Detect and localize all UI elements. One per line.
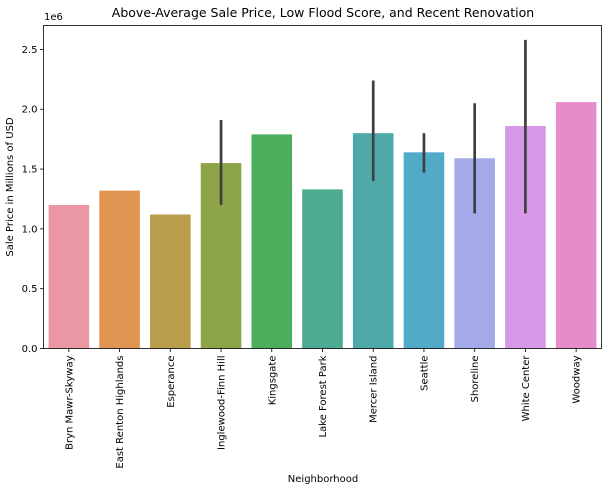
x-tick-label: Inglewood-Finn Hill	[217, 356, 228, 450]
x-tick-label: Esperance	[166, 356, 177, 408]
bar	[302, 189, 343, 349]
bar	[403, 152, 445, 349]
x-tick-label: Shoreline	[470, 356, 481, 403]
y-tick-label: 1.5	[22, 165, 38, 176]
bar	[48, 204, 90, 349]
x-tick-label: Woodway	[572, 355, 583, 403]
bar	[251, 134, 293, 349]
y-tick-label: 2.5	[22, 45, 38, 56]
error-bars-group	[219, 39, 527, 214]
y-tick-label: 1.0	[22, 224, 38, 235]
y-tick-label: 0.0	[22, 344, 38, 355]
y-axis-label: Sale Price in Millions of USD	[5, 117, 16, 257]
x-axis-label: Neighborhood	[288, 474, 358, 485]
x-tick-label: Seattle	[419, 356, 430, 391]
bar	[99, 190, 140, 349]
y-axis: 0.0 0.5 1.0 1.5 2.0 2.5	[22, 45, 44, 355]
chart-title: Above-Average Sale Price, Low Flood Scor…	[112, 5, 534, 20]
y-tick-label: 2.0	[22, 105, 38, 116]
x-tick-label: East Renton Highlands	[115, 356, 126, 469]
plot-frame	[43, 25, 602, 349]
x-axis: Bryn Mawr-Skyway East Renton Highlands Esp…	[64, 348, 583, 469]
x-tick-label: Bryn Mawr-Skyway	[64, 355, 75, 449]
y-tick-label: 0.5	[22, 284, 38, 295]
x-tick-label: White Center	[521, 355, 532, 422]
x-tick-label: Mercer Island	[369, 356, 380, 423]
bar	[150, 214, 191, 349]
bars-group	[48, 102, 597, 349]
x-tick-label: Lake Forest Park	[318, 355, 329, 437]
bar	[555, 102, 597, 349]
y-offset-label: 1e6	[44, 12, 63, 23]
x-tick-label: Kingsgate	[267, 356, 278, 406]
